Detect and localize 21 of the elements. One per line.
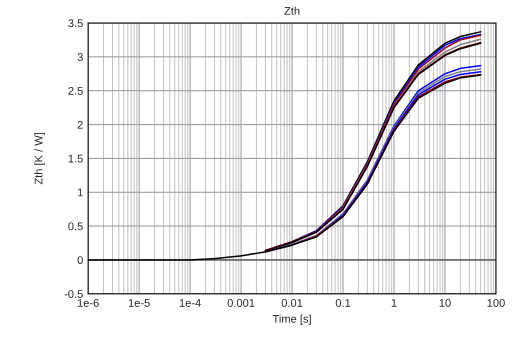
- y-tick-label: 3: [78, 53, 83, 61]
- y-axis-title: Zth [K / W]: [34, 132, 45, 184]
- chart-title: Zth: [284, 6, 300, 15]
- y-tick-label: 2.5: [68, 86, 83, 95]
- y-tick-label: 0.5: [68, 222, 83, 230]
- x-tick-label: 1e-5: [128, 299, 150, 307]
- x-tick-label: 0.01: [282, 298, 302, 307]
- x-tick-label: 1e-6: [78, 298, 99, 307]
- x-tick-label: 10: [440, 298, 451, 307]
- x-tick-label: 1: [392, 299, 397, 307]
- y-tick-label: 3.5: [68, 19, 83, 28]
- y-tick-label: 2: [78, 120, 83, 129]
- y-tick-label: -0.5: [64, 290, 83, 298]
- x-tick-label: 100: [488, 298, 505, 307]
- x-tick-label: 0.001: [228, 298, 254, 307]
- x-axis-title: Time [s]: [272, 314, 311, 325]
- x-tick-label: 1e-4: [180, 299, 201, 307]
- y-tick-label: 1: [78, 188, 83, 196]
- y-tick-label: 1.5: [68, 154, 83, 163]
- y-tick-label: 0: [78, 256, 83, 264]
- x-tick-label: 0.1: [336, 298, 350, 307]
